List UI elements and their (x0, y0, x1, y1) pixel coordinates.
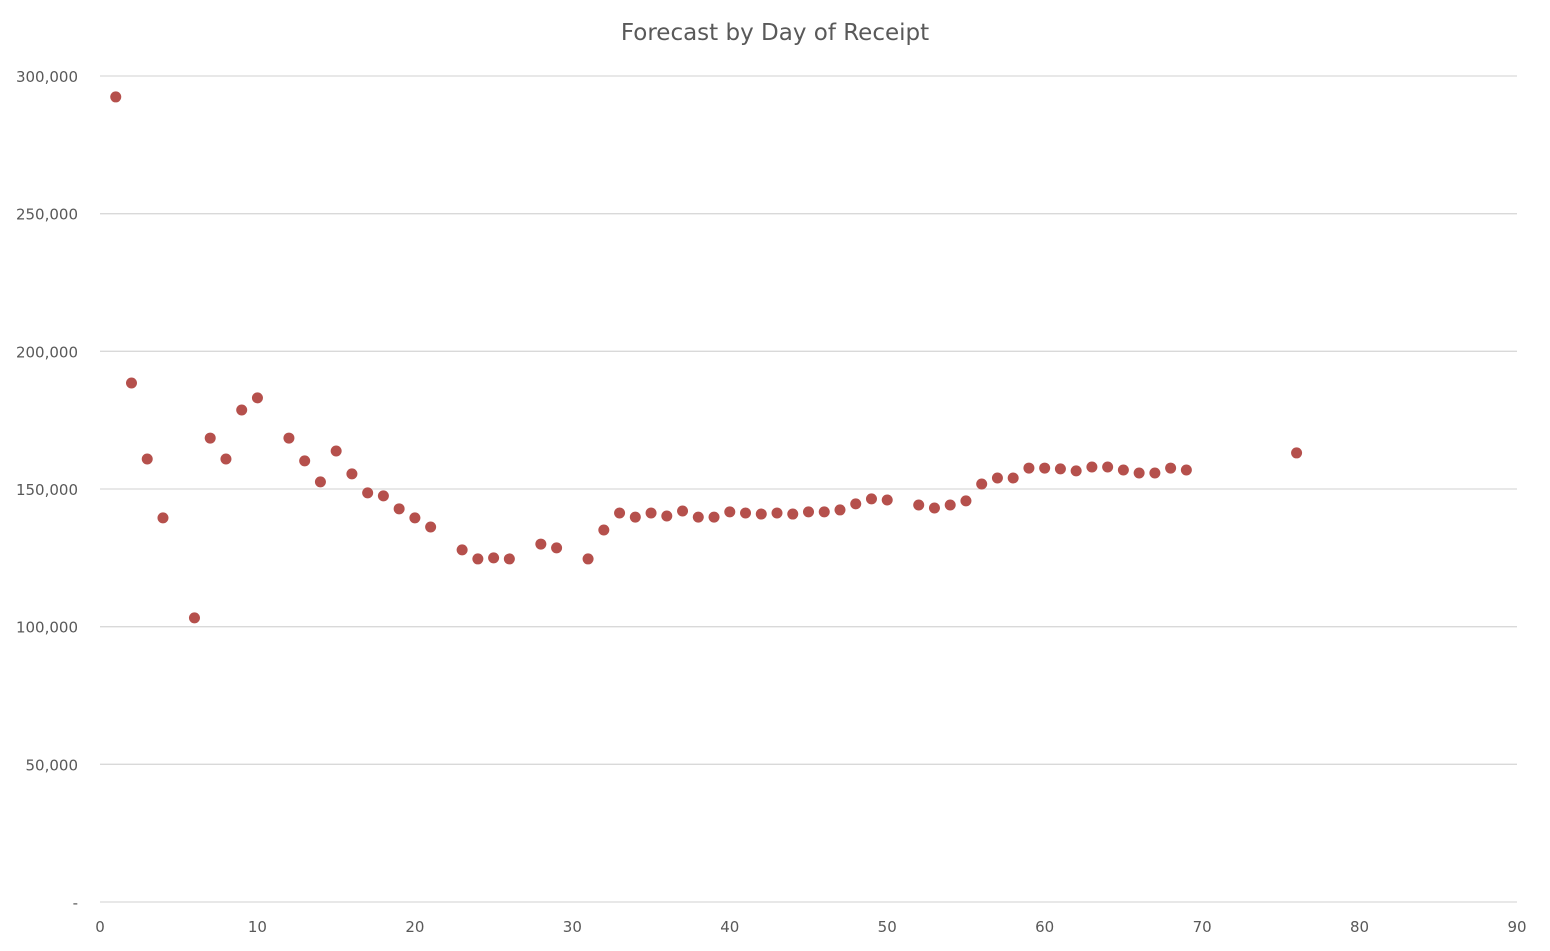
data-point (1086, 461, 1098, 473)
data-point (535, 538, 547, 550)
y-tick-label: 300,000 (16, 68, 78, 86)
data-point (724, 506, 736, 518)
data-point (1023, 462, 1035, 474)
data-point (157, 512, 169, 524)
data-point (944, 499, 956, 511)
x-tick-label: 60 (1035, 918, 1054, 936)
data-point (456, 544, 468, 556)
x-tick-label: 90 (1507, 918, 1526, 936)
data-point (1180, 464, 1192, 476)
data-point (1291, 447, 1303, 459)
data-point (598, 524, 610, 536)
data-point (1117, 464, 1129, 476)
data-point (960, 495, 972, 507)
data-point (251, 392, 263, 404)
data-point (1165, 462, 1177, 474)
data-point (425, 521, 437, 533)
data-point (865, 493, 877, 505)
x-tick-label: 70 (1193, 918, 1212, 936)
data-point (692, 511, 704, 523)
data-point (188, 612, 200, 624)
data-point (803, 506, 814, 518)
data-point (755, 508, 767, 520)
x-tick-label: 40 (720, 918, 739, 936)
data-point (614, 507, 626, 519)
data-point (314, 476, 326, 488)
data-point (362, 487, 374, 499)
data-point (125, 377, 137, 389)
data-point (283, 432, 295, 444)
data-point (629, 511, 641, 523)
y-tick-label: 150,000 (16, 481, 78, 499)
data-point (771, 507, 783, 519)
data-point (850, 498, 862, 510)
y-tick-label: 50,000 (26, 756, 79, 774)
data-point (110, 91, 122, 103)
chart-title: Forecast by Day of Receipt (620, 20, 930, 46)
data-point (488, 552, 500, 564)
data-point (1133, 467, 1145, 479)
x-tick-label: 50 (878, 918, 897, 936)
data-point (582, 553, 594, 565)
data-point (787, 508, 799, 520)
y-tick-label: - (73, 894, 78, 912)
data-point (330, 445, 342, 457)
data-point (976, 478, 988, 490)
data-point (141, 453, 153, 465)
data-point (881, 494, 893, 506)
data-point (913, 499, 925, 511)
data-point (1007, 472, 1019, 484)
data-point (1039, 462, 1051, 474)
y-tick-label: 100,000 (16, 619, 78, 637)
x-tick-label: 10 (248, 918, 267, 936)
data-point (204, 432, 216, 444)
x-tick-label: 80 (1350, 918, 1369, 936)
data-point (677, 505, 689, 517)
data-point (1149, 467, 1161, 479)
data-point (834, 504, 846, 516)
data-point (1070, 465, 1082, 477)
data-point (708, 511, 720, 523)
data-point (740, 507, 752, 519)
data-point (236, 404, 248, 416)
data-point (377, 490, 389, 502)
data-point (1054, 463, 1066, 475)
data-point (645, 507, 657, 519)
data-point (503, 553, 515, 565)
data-point (220, 453, 232, 465)
data-point (299, 455, 311, 467)
data-point (472, 553, 484, 565)
y-tick-label: 250,000 (16, 206, 78, 224)
data-point (551, 542, 563, 554)
y-tick-label: 200,000 (16, 343, 78, 361)
data-point (1102, 461, 1114, 473)
data-point (393, 503, 405, 515)
data-point (409, 512, 421, 524)
x-tick-label: 30 (563, 918, 582, 936)
data-point (928, 502, 940, 514)
data-point (346, 468, 358, 480)
data-point (991, 472, 1003, 484)
data-point (818, 506, 830, 518)
x-tick-label: 0 (95, 918, 105, 936)
x-tick-label: 20 (405, 918, 424, 936)
data-point (661, 510, 673, 522)
